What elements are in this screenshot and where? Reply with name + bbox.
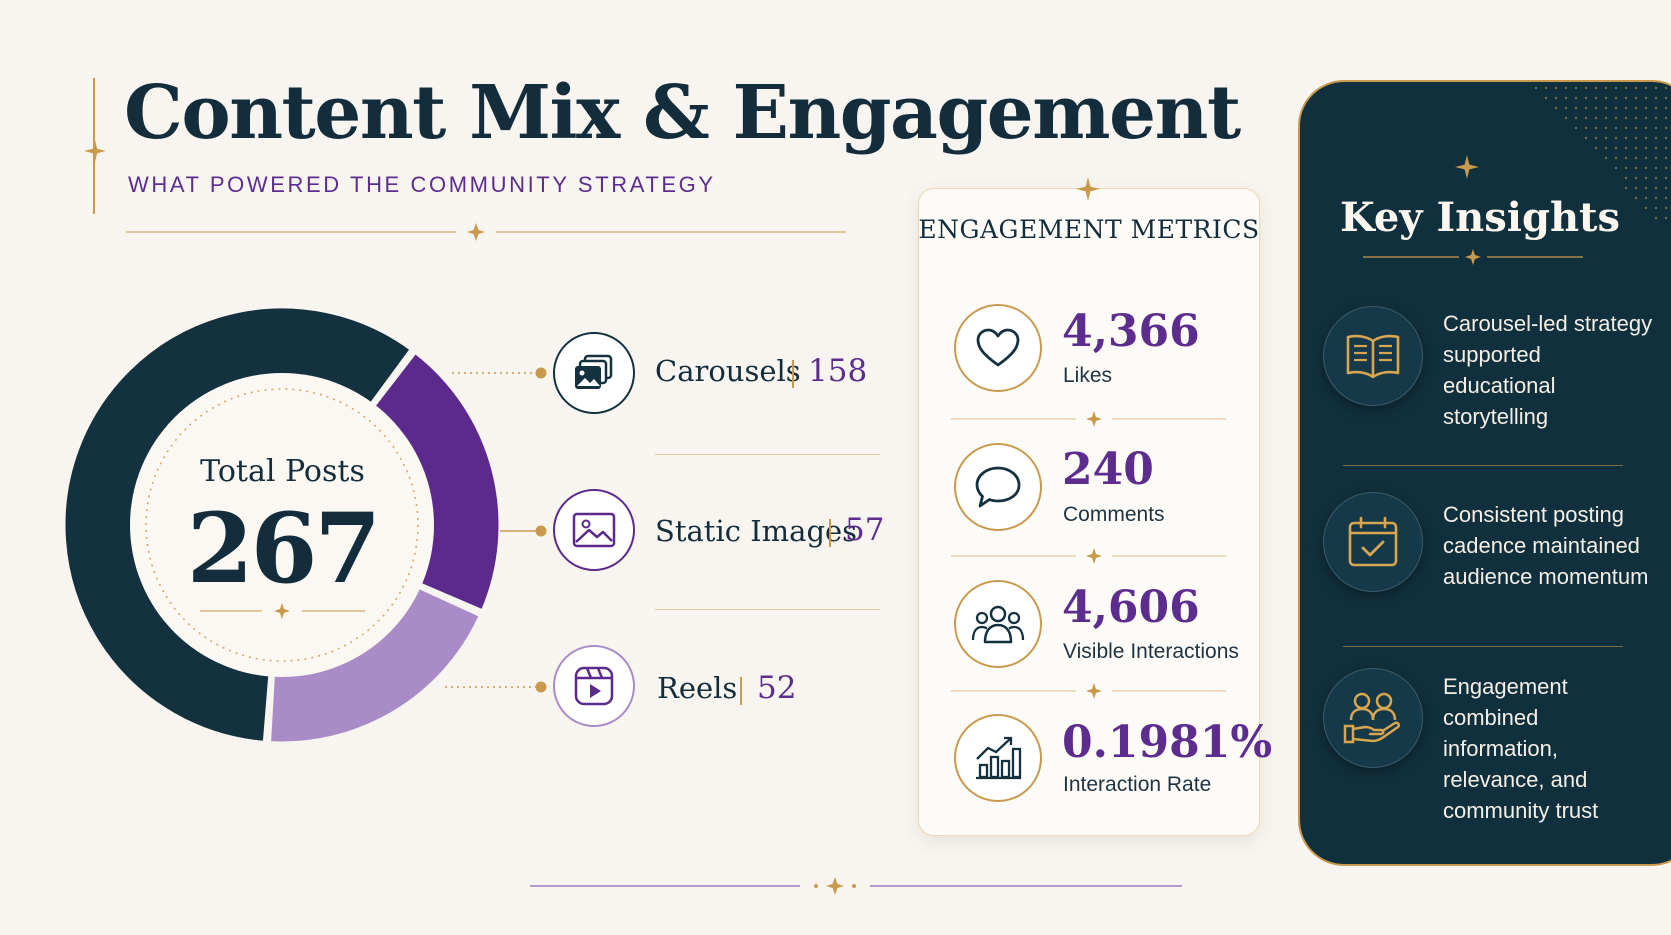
legend-label-carousels: Carousels [655,354,801,388]
insight-divider [1343,646,1623,647]
total-divider [200,603,365,619]
community-hand-icon [1323,668,1423,768]
donut-inner-ring [145,388,419,662]
bottom-divider [530,877,1182,895]
legend-value-static-images: 57 [845,512,885,548]
image-icon [553,489,635,571]
comment-icon [954,443,1042,531]
donut-center [130,373,434,677]
legend-label-reels: Reels [657,671,738,705]
heart-icon [954,304,1042,392]
sparkle-icon [1076,177,1100,201]
engagement-metrics-title: ENGAGEMENT METRICS [918,215,1260,244]
metric-value-comments: 240 [1062,444,1154,495]
insight-text: Consistent posting cadence maintained au… [1443,502,1649,589]
dot-pattern [1534,86,1668,220]
total-posts-value: 267 [186,492,381,605]
metric-value-visible-interactions: 4,606 [1062,582,1200,633]
metric-divider [951,411,1226,427]
metric-label-interaction-rate: Interaction Rate [1063,773,1212,796]
total-posts-label: Total Posts [200,454,365,489]
legend-value-carousels: 158 [808,353,868,389]
legend-divider [655,454,880,455]
insight-text: Carousel-led strategy supported educatio… [1443,311,1653,429]
legend-value-reels: 52 [757,670,797,706]
people-icon [954,580,1042,668]
reel-icon [553,645,635,727]
sparkle-icon [1455,155,1479,179]
page-subtitle: WHAT POWERED THE COMMUNITY STRATEGY [128,172,716,197]
legend-separator [792,360,794,388]
metric-label-comments: Comments [1063,503,1165,526]
book-icon [1323,306,1423,406]
content-mix-donut-chart [62,305,502,745]
growth-chart-icon [954,714,1042,802]
insight-divider [1343,465,1623,466]
metric-value-interaction-rate: 0.1981% [1062,717,1273,768]
metric-value-likes: 4,366 [1062,306,1200,357]
key-insights-title: Key Insights [1339,194,1621,241]
page-title: Content Mix & Engagement [124,70,1241,156]
calendar-check-icon [1323,492,1423,592]
legend-separator [740,677,742,705]
legend-label-static-images: Static Images [655,514,858,548]
legend-divider [655,609,880,610]
legend-separator [829,519,831,547]
title-divider [126,223,846,241]
metric-label-visible-interactions: Visible Interactions [1063,640,1239,663]
sparkle-icon [84,140,106,162]
metric-label-likes: Likes [1063,364,1113,387]
metric-divider [951,548,1226,564]
carousel-icon [553,332,635,414]
metric-divider [951,683,1226,699]
insight-text: Engagement combined information, relevan… [1443,674,1599,823]
insights-title-divider [1363,249,1583,265]
